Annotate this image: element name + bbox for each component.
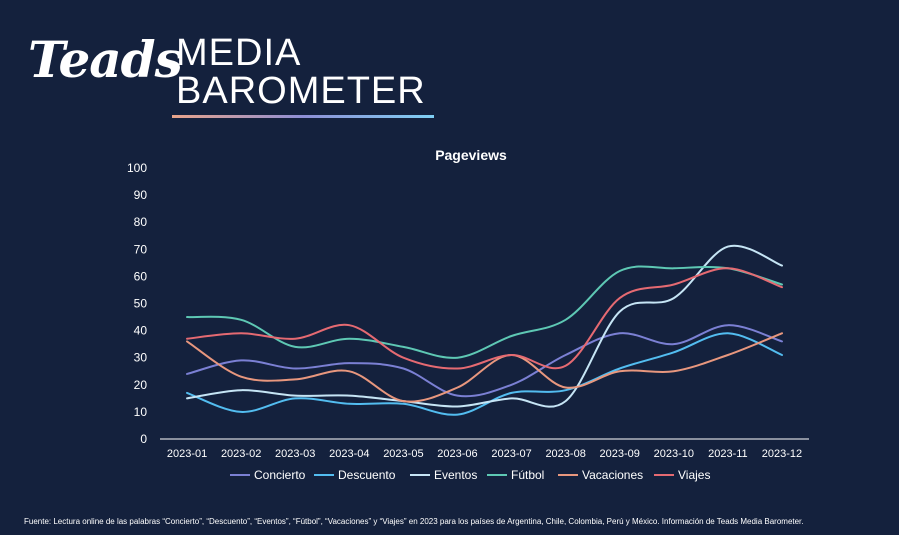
source-note: Fuente: Lectura online de las palabras “… [24, 517, 804, 526]
x-tick-label: 2023-09 [600, 448, 640, 460]
series-line-concierto [186, 324, 783, 398]
y-tick-label: 50 [134, 297, 148, 311]
legend-label: Viajes [678, 468, 710, 482]
y-tick-label: 80 [134, 215, 148, 229]
y-tick-label: 70 [134, 242, 148, 256]
legend: Concierto Descuento Eventos Fútbol Vacacione… [230, 468, 710, 482]
series-line-fútbol [186, 265, 783, 359]
x-tick-label: 2023-12 [762, 448, 802, 460]
series-line-eventos [186, 244, 783, 408]
y-tick-label: 100 [127, 161, 147, 175]
legend-label: Fútbol [511, 468, 544, 482]
y-tick-label: 0 [140, 432, 147, 446]
series-line-descuento [186, 332, 783, 416]
x-tick-label: 2023-04 [329, 448, 369, 460]
legend-item: Concierto [230, 468, 306, 482]
legend-item: Descuento [314, 468, 396, 482]
x-tick-label: 2023-03 [275, 448, 315, 460]
series-line-vacaciones [186, 332, 783, 403]
x-tick-label: 2023-11 [708, 448, 748, 460]
x-tick-label: 2023-02 [221, 448, 261, 460]
x-tick-label: 2023-05 [383, 448, 423, 460]
x-tick-label: 2023-01 [167, 448, 207, 460]
chart-title: Pageviews [435, 147, 507, 163]
y-tick-label: 90 [134, 188, 148, 202]
y-axis: 0 10 20 30 40 50 60 70 80 90 100 [127, 161, 147, 446]
x-tick-label: 2023-10 [654, 448, 694, 460]
title-line-2: BAROMETER [176, 70, 426, 112]
x-tick-label: 2023-07 [491, 448, 531, 460]
legend-item: Fútbol [487, 468, 544, 482]
series-lines [186, 244, 783, 416]
teads-logo: Teads [28, 30, 183, 89]
y-tick-label: 40 [134, 324, 148, 338]
legend-label: Vacaciones [582, 468, 643, 482]
x-tick-label: 2023-06 [437, 448, 477, 460]
y-tick-label: 10 [134, 405, 148, 419]
legend-item: Eventos [410, 468, 477, 482]
media-barometer-title: MEDIA BAROMETER [176, 34, 426, 110]
x-axis: 2023-01 2023-02 2023-03 2023-04 2023-05 2023-… [167, 448, 802, 460]
legend-label: Concierto [254, 468, 306, 482]
y-tick-label: 20 [134, 378, 148, 392]
title-line-1: MEDIA [176, 32, 302, 74]
series-line-viajes [186, 267, 783, 370]
y-tick-label: 60 [134, 269, 148, 283]
legend-label: Descuento [338, 468, 396, 482]
legend-item: Vacaciones [558, 468, 643, 482]
y-tick-label: 30 [134, 351, 148, 365]
brand-gradient-divider [172, 115, 434, 118]
legend-item: Viajes [654, 468, 710, 482]
x-tick-label: 2023-08 [545, 448, 585, 460]
legend-label: Eventos [434, 468, 477, 482]
